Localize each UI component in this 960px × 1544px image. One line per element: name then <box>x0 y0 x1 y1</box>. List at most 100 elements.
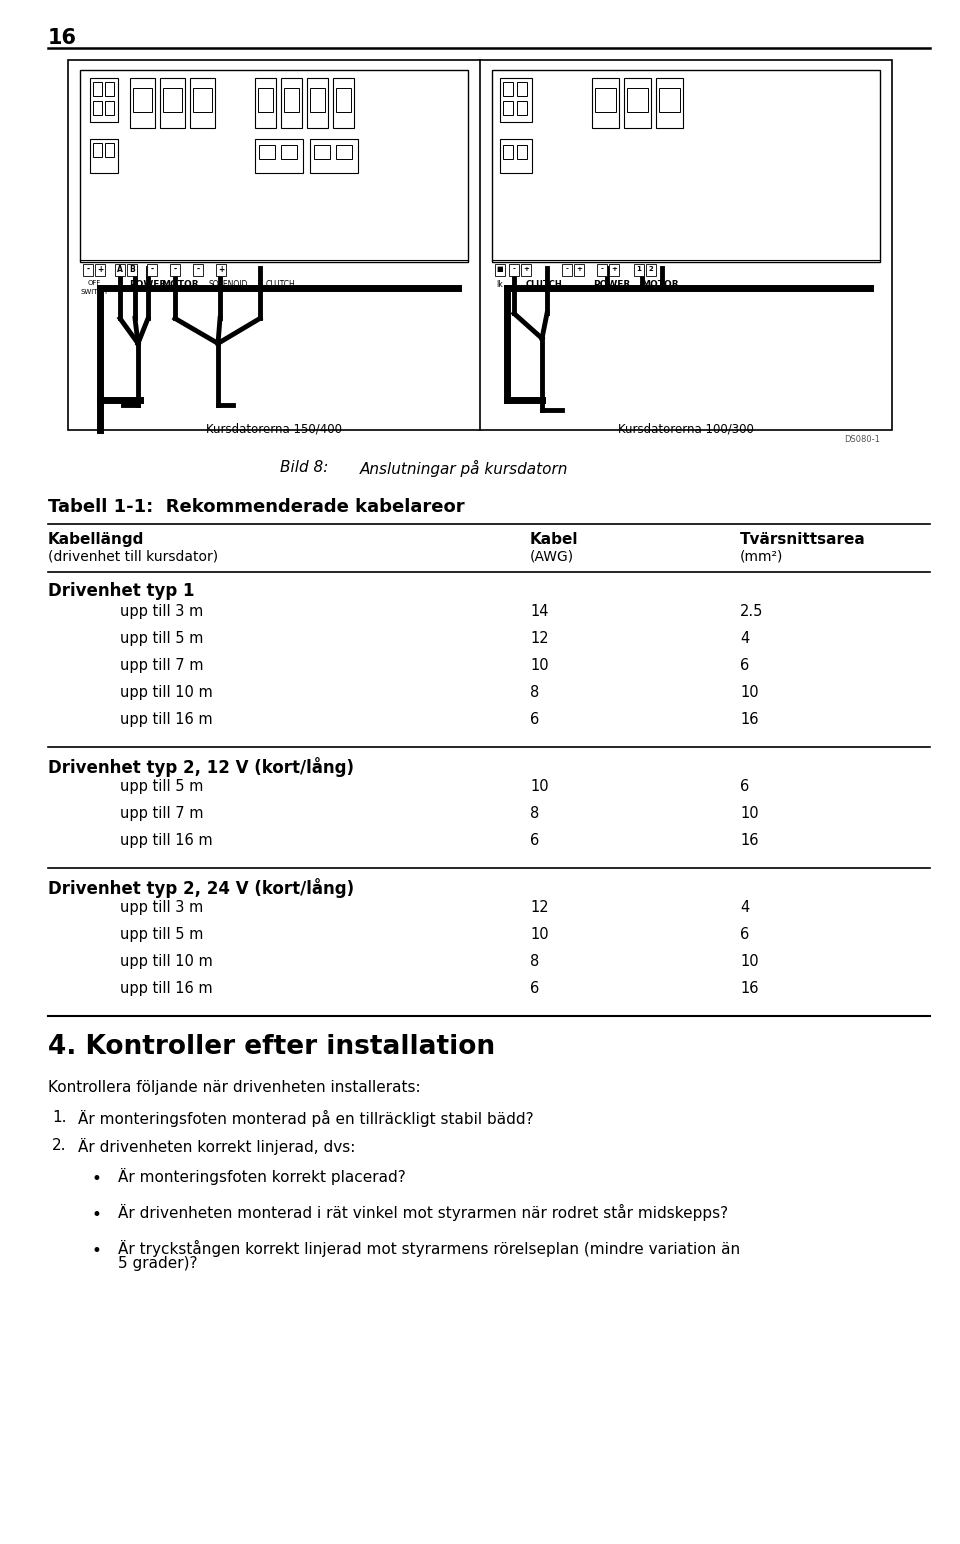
Bar <box>147 264 157 276</box>
Bar <box>190 79 215 128</box>
Bar <box>509 264 519 276</box>
Bar <box>105 82 114 96</box>
Text: -: - <box>151 266 154 273</box>
Bar <box>68 60 892 429</box>
Text: Är tryckstången korrekt linjerad mot styrarmens rörelseplan (mindre variation än: Är tryckstången korrekt linjerad mot sty… <box>118 1240 740 1257</box>
Bar <box>627 88 648 113</box>
Bar <box>130 79 155 128</box>
Bar <box>163 88 182 113</box>
Text: 10: 10 <box>530 658 548 673</box>
Text: 4: 4 <box>740 631 749 645</box>
Text: (mm²): (mm²) <box>740 550 783 564</box>
Text: upp till 5 m: upp till 5 m <box>120 631 204 645</box>
Text: •: • <box>91 1170 101 1187</box>
Text: 4. Kontroller efter installation: 4. Kontroller efter installation <box>48 1034 495 1061</box>
Bar <box>333 79 354 128</box>
Text: (AWG): (AWG) <box>530 550 574 564</box>
Bar <box>562 264 572 276</box>
Text: upp till 5 m: upp till 5 m <box>120 926 204 942</box>
Text: upp till 3 m: upp till 3 m <box>120 604 204 619</box>
Bar <box>80 69 468 262</box>
Text: Är monteringsfoten korrekt placerad?: Är monteringsfoten korrekt placerad? <box>118 1167 406 1184</box>
Text: -: - <box>86 266 89 273</box>
Bar <box>336 88 351 113</box>
Text: 16: 16 <box>740 980 758 996</box>
Bar <box>93 144 102 157</box>
Text: 16: 16 <box>740 712 758 727</box>
Bar <box>592 79 619 128</box>
Bar <box>193 88 212 113</box>
Text: 14: 14 <box>530 604 548 619</box>
Bar <box>609 264 619 276</box>
Text: -: - <box>601 267 604 272</box>
Bar <box>517 100 527 114</box>
Bar <box>495 264 505 276</box>
Text: -: - <box>174 266 177 273</box>
Text: 5 grader)?: 5 grader)? <box>118 1255 198 1271</box>
Text: CLUTCH: CLUTCH <box>526 281 563 289</box>
Bar <box>160 79 185 128</box>
Text: 10: 10 <box>530 926 548 942</box>
Text: B: B <box>130 266 134 273</box>
Text: 2.5: 2.5 <box>740 604 763 619</box>
Text: 6: 6 <box>530 712 540 727</box>
Text: 4: 4 <box>740 900 749 916</box>
Bar <box>310 88 325 113</box>
Text: +: + <box>612 267 617 272</box>
Bar <box>259 145 275 159</box>
Text: lk: lk <box>496 281 503 289</box>
Bar <box>90 79 118 122</box>
Text: upp till 10 m: upp till 10 m <box>120 954 213 970</box>
Text: 8: 8 <box>530 686 540 699</box>
Text: -: - <box>513 267 516 272</box>
Text: upp till 7 m: upp till 7 m <box>120 658 204 673</box>
Bar <box>503 82 513 96</box>
Text: Kursdatorerna 100/300: Kursdatorerna 100/300 <box>618 422 754 435</box>
Bar <box>216 264 226 276</box>
Bar <box>115 264 125 276</box>
Text: OFF: OFF <box>87 281 101 286</box>
Text: SOLENOID: SOLENOID <box>208 281 248 289</box>
Text: +: + <box>97 266 103 273</box>
Bar <box>595 88 616 113</box>
Text: upp till 10 m: upp till 10 m <box>120 686 213 699</box>
Bar <box>634 264 644 276</box>
Text: 6: 6 <box>740 658 749 673</box>
Text: 6: 6 <box>530 834 540 848</box>
Text: Bild 8:: Bild 8: <box>280 460 328 476</box>
Text: 16: 16 <box>740 834 758 848</box>
Bar <box>500 139 532 173</box>
Text: 6: 6 <box>740 780 749 794</box>
Text: (drivenhet till kursdator): (drivenhet till kursdator) <box>48 550 218 564</box>
Text: upp till 5 m: upp till 5 m <box>120 780 204 794</box>
Bar <box>521 264 531 276</box>
Text: Kabellängd: Kabellängd <box>48 533 144 547</box>
Text: 2.: 2. <box>52 1138 66 1153</box>
Bar <box>517 82 527 96</box>
Bar <box>574 264 584 276</box>
Text: upp till 16 m: upp till 16 m <box>120 834 212 848</box>
Bar <box>492 69 880 262</box>
Text: +: + <box>218 266 224 273</box>
Bar <box>307 79 328 128</box>
Text: Kabel: Kabel <box>530 533 579 547</box>
Bar <box>659 88 680 113</box>
Text: 1: 1 <box>636 267 641 272</box>
Bar <box>95 264 105 276</box>
Text: ■: ■ <box>496 267 503 272</box>
Bar <box>105 144 114 157</box>
Bar <box>314 145 330 159</box>
Bar <box>127 264 137 276</box>
Text: Anslutningar på kursdatorn: Anslutningar på kursdatorn <box>360 460 568 477</box>
Bar <box>597 264 607 276</box>
Text: POWER: POWER <box>593 281 631 289</box>
Text: 6: 6 <box>530 980 540 996</box>
Bar <box>517 145 527 159</box>
Text: MOTOR: MOTOR <box>641 281 679 289</box>
Bar <box>281 79 302 128</box>
Text: •: • <box>91 1241 101 1260</box>
Bar <box>656 79 683 128</box>
Bar <box>193 264 203 276</box>
Bar <box>170 264 180 276</box>
Text: upp till 7 m: upp till 7 m <box>120 806 204 821</box>
